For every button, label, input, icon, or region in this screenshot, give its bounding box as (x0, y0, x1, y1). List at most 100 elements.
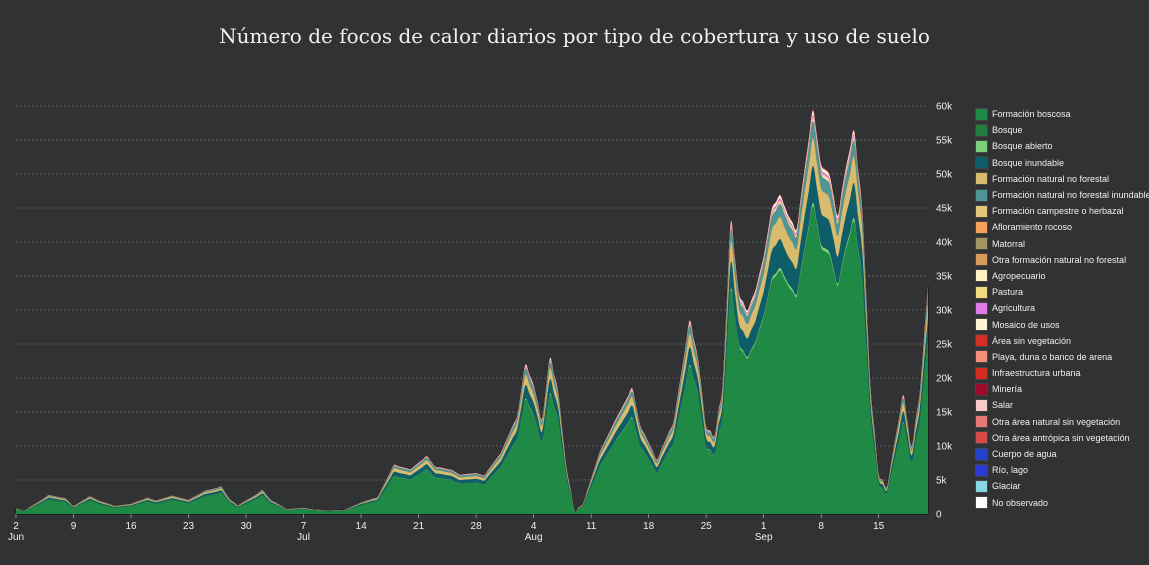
legend-label: Área sin vegetación (992, 335, 1072, 346)
legend-item[interactable]: Formación natural no forestal inundable (975, 187, 1149, 203)
legend-item[interactable]: Bosque (975, 122, 1145, 138)
legend[interactable]: Formación boscosa Bosque Bosque abierto Bos… (975, 106, 1149, 511)
legend-swatch (975, 269, 988, 283)
legend-item[interactable]: Matorral (975, 236, 1145, 252)
legend-label: Otra área antrópica sin vegetación (992, 432, 1130, 443)
y-tick-label: 45k (936, 204, 953, 215)
y-tick-label: 35k (936, 272, 953, 283)
x-tick-label: 4 (531, 521, 537, 532)
legend-swatch (975, 463, 988, 477)
legend-item[interactable]: Área sin vegetación (975, 333, 1145, 349)
y-tick-label: 50k (936, 170, 953, 181)
x-tick-label: 28 (471, 521, 483, 532)
y-tick-label: 60k (936, 102, 953, 113)
legend-swatch (975, 139, 988, 153)
x-tick-label: 11 (586, 521, 597, 532)
legend-label: Agricultura (992, 303, 1036, 314)
x-tick-label: 8 (818, 521, 824, 532)
x-tick-month: Jul (297, 532, 310, 543)
legend-label: Formación campestre o herbazal (992, 206, 1124, 217)
legend-swatch (975, 237, 988, 251)
legend-label: Otra área natural sin vegetación (992, 416, 1121, 427)
legend-label: Cuerpo de agua (992, 449, 1057, 460)
legend-swatch (975, 431, 988, 445)
x-tick-label: 15 (873, 521, 885, 532)
legend-swatch (975, 415, 988, 429)
y-tick-label: 15k (936, 408, 953, 419)
x-tick-label: 7 (301, 521, 307, 532)
legend-swatch (975, 188, 988, 202)
legend-label: Formación natural no forestal (992, 173, 1110, 184)
legend-label: Bosque (992, 125, 1023, 136)
x-tick-label: 18 (643, 521, 655, 532)
legend-item[interactable]: Agricultura (975, 300, 1145, 316)
legend-swatch (975, 398, 988, 412)
x-tick-label: 9 (71, 521, 77, 532)
legend-item[interactable]: Agropecuario (975, 268, 1145, 284)
legend-item[interactable]: No observado (975, 495, 1145, 511)
legend-item[interactable]: Playa, duna o banco de arena (975, 349, 1145, 365)
y-tick-label: 0 (936, 510, 942, 521)
y-tick-label: 10k (936, 442, 953, 453)
legend-swatch (975, 107, 988, 121)
legend-item[interactable]: Pastura (975, 284, 1145, 300)
legend-item[interactable]: Glaciar (975, 478, 1145, 494)
legend-label: Agropecuario (992, 270, 1046, 281)
legend-label: Playa, duna o banco de arena (992, 351, 1113, 362)
legend-label: Bosque inundable (992, 157, 1065, 168)
x-tick-month: Sep (755, 532, 773, 543)
legend-swatch (975, 496, 988, 510)
y-tick-label: 40k (936, 238, 953, 249)
legend-label: Río, lago (992, 465, 1029, 476)
x-tick-label: 21 (413, 521, 425, 532)
legend-label: Matorral (992, 238, 1026, 249)
legend-swatch (975, 172, 988, 186)
legend-label: Pastura (992, 287, 1024, 298)
x-tick-label: 2 (13, 521, 19, 532)
legend-swatch (975, 447, 988, 461)
legend-item[interactable]: Cuerpo de agua (975, 446, 1145, 462)
legend-item[interactable]: Bosque abierto (975, 138, 1145, 154)
x-tick-label: 30 (240, 521, 252, 532)
legend-item[interactable]: Infraestructura urbana (975, 365, 1145, 381)
y-tick-label: 30k (936, 306, 953, 317)
legend-item[interactable]: Otra área natural sin vegetación (975, 414, 1145, 430)
x-tick-label: 1 (761, 521, 767, 532)
legend-label: Mosaico de usos (992, 319, 1060, 330)
legend-swatch (975, 334, 988, 348)
y-tick-label: 20k (936, 374, 953, 385)
legend-item[interactable]: Formación natural no forestal (975, 171, 1145, 187)
legend-label: Otra formación natural no forestal (992, 254, 1127, 265)
legend-item[interactable]: Afloramiento rocoso (975, 219, 1145, 235)
chart-title: Número de focos de calor diarios por tip… (219, 24, 930, 48)
series-area-1[interactable] (15, 206, 929, 515)
legend-item[interactable]: Salar (975, 397, 1145, 413)
legend-swatch (975, 204, 988, 218)
legend-swatch (975, 156, 988, 170)
legend-item[interactable]: Mosaico de usos (975, 316, 1145, 332)
legend-swatch (975, 253, 988, 267)
x-tick-label: 16 (125, 521, 137, 532)
legend-item[interactable]: Minería (975, 381, 1145, 397)
x-tick-label: 14 (356, 521, 368, 532)
legend-label: Salar (992, 400, 1014, 411)
y-tick-label: 55k (936, 136, 953, 147)
legend-swatch (975, 382, 988, 396)
legend-label: Formación boscosa (992, 109, 1071, 120)
legend-item[interactable]: Bosque inundable (975, 155, 1145, 171)
legend-swatch (975, 123, 988, 137)
legend-label: Minería (992, 384, 1023, 395)
legend-swatch (975, 220, 988, 234)
legend-item[interactable]: Otra formación natural no forestal (975, 252, 1145, 268)
legend-item[interactable]: Otra área antrópica sin vegetación (975, 430, 1145, 446)
legend-swatch (975, 479, 988, 493)
legend-swatch (975, 285, 988, 299)
legend-swatch (975, 350, 988, 364)
y-tick-label: 25k (936, 340, 953, 351)
legend-item[interactable]: Formación boscosa (975, 106, 1145, 122)
legend-label: No observado (992, 497, 1049, 508)
legend-swatch (975, 318, 988, 332)
legend-item[interactable]: Río, lago (975, 462, 1145, 478)
legend-item[interactable]: Formación campestre o herbazal (975, 203, 1145, 219)
